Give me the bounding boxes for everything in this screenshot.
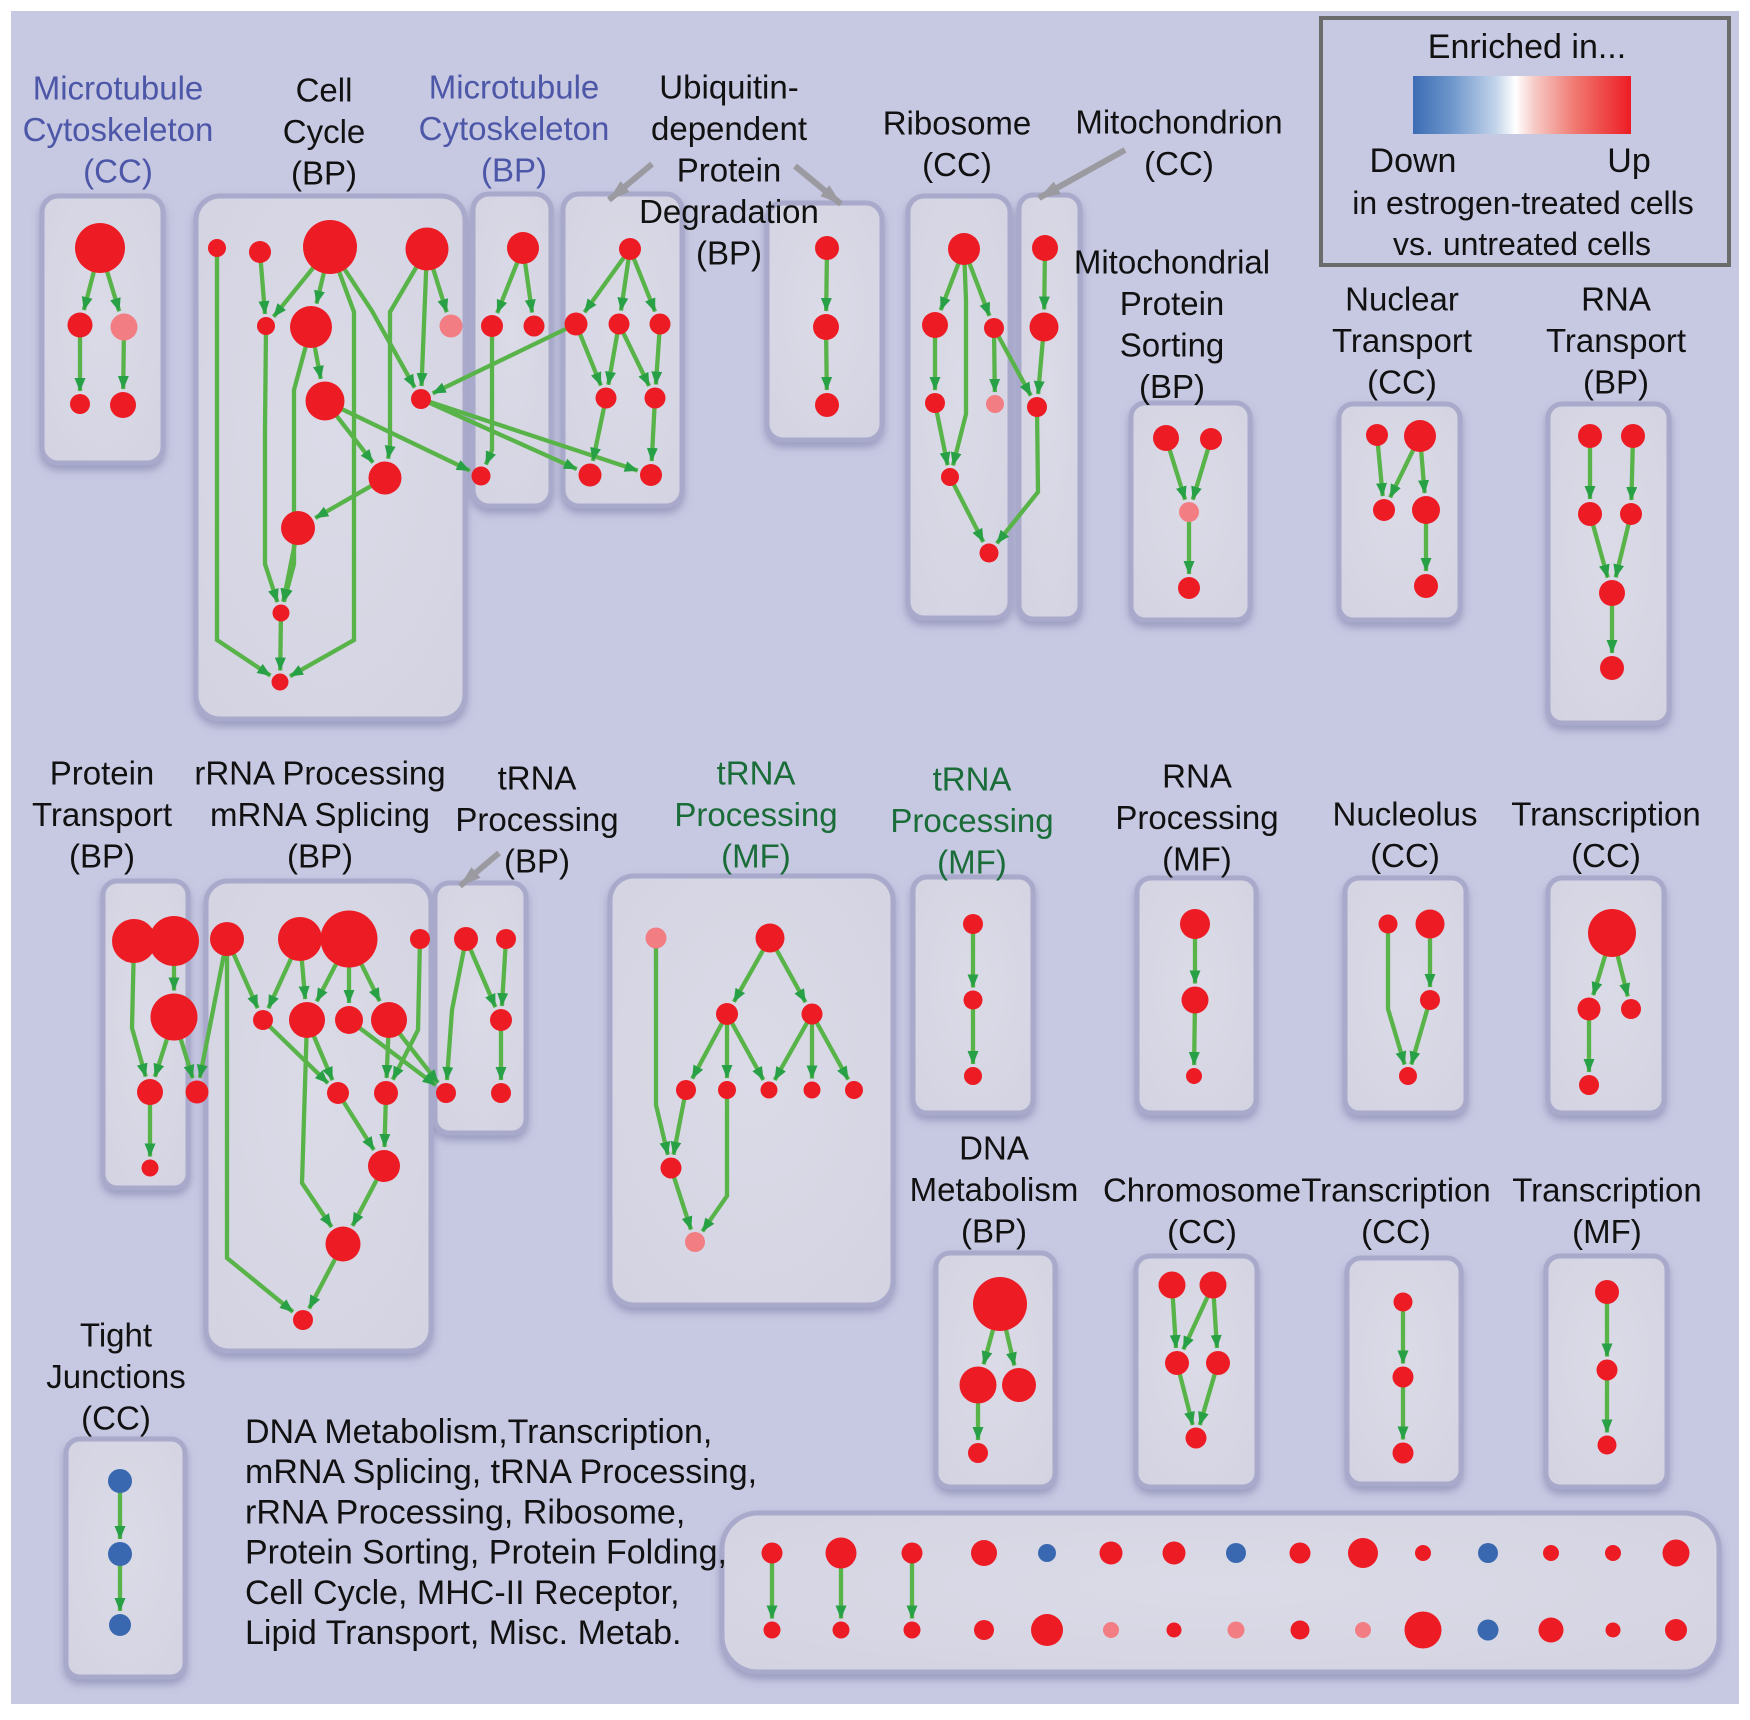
svg-text:(BP): (BP) — [291, 155, 357, 192]
svg-text:vs. untreated cells: vs. untreated cells — [1393, 226, 1651, 262]
svg-text:Microtubule: Microtubule — [429, 69, 600, 106]
svg-text:Processing: Processing — [890, 802, 1053, 839]
svg-text:Processing: Processing — [1115, 799, 1278, 836]
svg-text:Down: Down — [1370, 142, 1457, 180]
svg-text:Transcription: Transcription — [1511, 796, 1701, 833]
svg-text:(CC): (CC) — [1167, 1213, 1237, 1250]
svg-text:Chromosome: Chromosome — [1103, 1172, 1301, 1209]
svg-text:Cycle: Cycle — [283, 113, 366, 150]
svg-text:dependent: dependent — [651, 110, 807, 147]
svg-text:Ubiquitin-: Ubiquitin- — [659, 69, 798, 106]
svg-text:tRNA: tRNA — [717, 755, 796, 792]
svg-text:Protein: Protein — [677, 152, 782, 189]
svg-text:mRNA Splicing: mRNA Splicing — [210, 796, 430, 833]
svg-text:(CC): (CC) — [1367, 364, 1437, 401]
svg-text:(BP): (BP) — [1139, 368, 1205, 405]
svg-text:(CC): (CC) — [83, 153, 153, 190]
svg-text:Degradation: Degradation — [639, 193, 819, 230]
svg-text:Protein: Protein — [50, 755, 155, 792]
svg-text:Cytoskeleton: Cytoskeleton — [419, 110, 610, 147]
svg-text:Cell Cycle, MHC-II Receptor,: Cell Cycle, MHC-II Receptor, — [245, 1574, 680, 1612]
svg-text:tRNA: tRNA — [933, 761, 1012, 798]
svg-text:mRNA Splicing, tRNA Processing: mRNA Splicing, tRNA Processing, — [245, 1453, 757, 1491]
svg-text:(BP): (BP) — [1583, 364, 1649, 401]
svg-text:(CC): (CC) — [922, 146, 992, 183]
svg-text:Transport: Transport — [1332, 322, 1472, 359]
svg-text:(CC): (CC) — [1144, 145, 1214, 182]
svg-text:in estrogen-treated cells: in estrogen-treated cells — [1352, 185, 1694, 221]
svg-text:Enriched in...: Enriched in... — [1428, 28, 1626, 66]
svg-text:(CC): (CC) — [1370, 837, 1440, 874]
svg-text:(BP): (BP) — [504, 843, 570, 880]
svg-text:(BP): (BP) — [69, 838, 135, 875]
svg-text:tRNA: tRNA — [498, 760, 577, 797]
svg-text:Processing: Processing — [455, 801, 618, 838]
svg-text:DNA: DNA — [959, 1130, 1029, 1167]
svg-text:Processing: Processing — [674, 796, 837, 833]
svg-text:(MF): (MF) — [1162, 841, 1232, 878]
svg-text:rRNA Processing, Ribosome,: rRNA Processing, Ribosome, — [245, 1493, 685, 1531]
svg-text:Ribosome: Ribosome — [883, 105, 1032, 142]
svg-text:(MF): (MF) — [937, 844, 1007, 881]
svg-text:Transcription: Transcription — [1301, 1172, 1491, 1209]
svg-text:(CC): (CC) — [1361, 1213, 1431, 1250]
svg-text:Sorting: Sorting — [1120, 327, 1225, 364]
svg-text:DNA Metabolism,Transcription,: DNA Metabolism,Transcription, — [245, 1413, 712, 1451]
svg-text:Mitochondrion: Mitochondrion — [1075, 104, 1282, 141]
svg-text:Nuclear: Nuclear — [1345, 281, 1459, 318]
svg-text:(BP): (BP) — [287, 838, 353, 875]
svg-text:(CC): (CC) — [81, 1400, 151, 1437]
svg-text:Cell: Cell — [296, 72, 353, 109]
svg-text:Cytoskeleton: Cytoskeleton — [23, 111, 214, 148]
svg-text:Up: Up — [1607, 142, 1650, 180]
svg-text:Junctions: Junctions — [46, 1358, 185, 1395]
svg-text:Lipid Transport, Misc. Metab.: Lipid Transport, Misc. Metab. — [245, 1614, 682, 1652]
svg-text:Transcription: Transcription — [1512, 1172, 1702, 1209]
svg-text:(CC): (CC) — [1571, 837, 1641, 874]
svg-text:Microtubule: Microtubule — [33, 70, 204, 107]
svg-text:RNA: RNA — [1581, 281, 1651, 318]
svg-text:(BP): (BP) — [696, 235, 762, 272]
svg-text:Transport: Transport — [32, 796, 172, 833]
svg-text:(MF): (MF) — [1572, 1213, 1642, 1250]
svg-text:(BP): (BP) — [481, 152, 547, 189]
svg-text:(MF): (MF) — [721, 838, 791, 875]
svg-text:Tight: Tight — [80, 1317, 152, 1354]
svg-text:RNA: RNA — [1162, 758, 1232, 795]
svg-text:(BP): (BP) — [961, 1213, 1027, 1250]
svg-text:Mitochondrial: Mitochondrial — [1074, 244, 1270, 281]
svg-text:Protein Sorting, Protein Foldi: Protein Sorting, Protein Folding, — [245, 1534, 727, 1572]
svg-text:Nucleolus: Nucleolus — [1333, 796, 1478, 833]
svg-text:Protein: Protein — [1120, 285, 1225, 322]
svg-text:rRNA Processing: rRNA Processing — [194, 755, 445, 792]
svg-text:Metabolism: Metabolism — [910, 1171, 1079, 1208]
svg-text:Transport: Transport — [1546, 322, 1686, 359]
